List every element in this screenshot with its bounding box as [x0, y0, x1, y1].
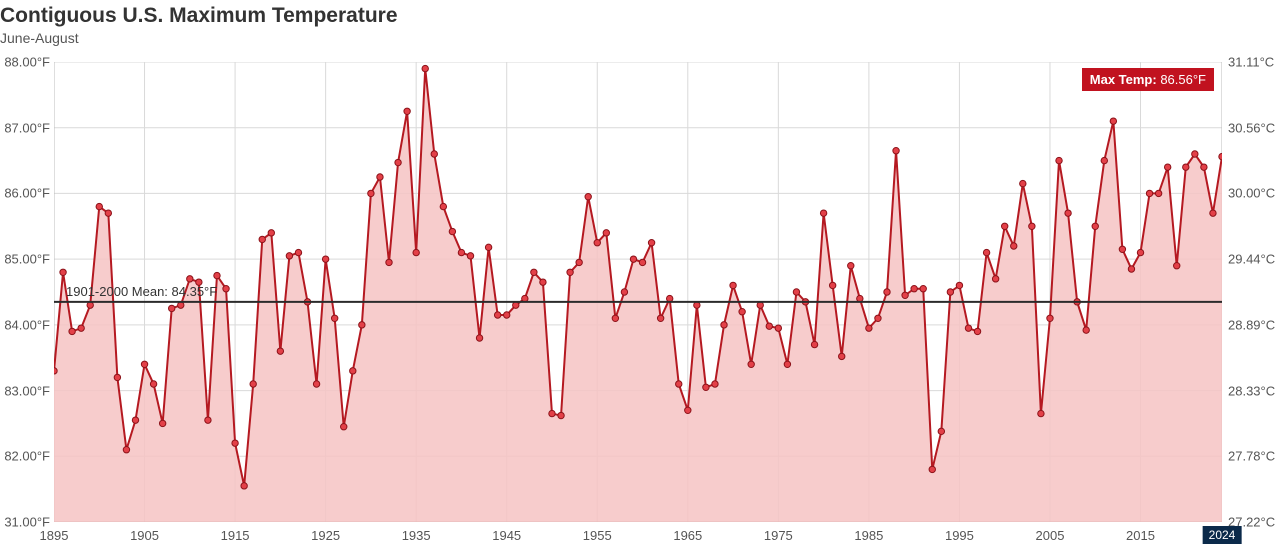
y-left-tick-label: 83.00°F — [4, 383, 50, 398]
y-right-tick-label: 27.78°C — [1228, 449, 1275, 464]
x-tick-label: 1965 — [673, 528, 702, 543]
y-left-tick-label: 82.00°F — [4, 449, 50, 464]
x-tick-label: 1985 — [854, 528, 883, 543]
chart-title: Contiguous U.S. Maximum Temperature — [0, 4, 398, 28]
chart-plot — [54, 62, 1222, 522]
y-right-tick-label: 29.44°C — [1228, 252, 1275, 267]
y-right-tick-label: 28.89°C — [1228, 317, 1275, 332]
x-tick-label: 1955 — [583, 528, 612, 543]
x-tick-label: 1905 — [130, 528, 159, 543]
x-tick-label: 1975 — [764, 528, 793, 543]
x-tick-label: 1995 — [945, 528, 974, 543]
value-callout: Max Temp: 86.56°F — [1082, 68, 1214, 91]
y-right-tick-label: 30.56°C — [1228, 120, 1275, 135]
callout-value: 86.56°F — [1160, 72, 1206, 87]
y-right-tick-label: 31.11°C — [1228, 55, 1274, 70]
x-tick-label: 1925 — [311, 528, 340, 543]
x-tick-label: 1895 — [40, 528, 69, 543]
y-left-tick-label: 88.00°F — [4, 55, 50, 70]
x-tick-label: 2005 — [1036, 528, 1065, 543]
callout-label: Max Temp: — [1090, 72, 1157, 87]
y-right-tick-label: 30.00°C — [1228, 186, 1275, 201]
x-tick-label: 1935 — [402, 528, 431, 543]
y-left-tick-label: 87.00°F — [4, 120, 50, 135]
x-tick-label: 2015 — [1126, 528, 1155, 543]
chart-container: Contiguous U.S. Maximum Temperature June… — [0, 0, 1280, 558]
x-tick-label: 1915 — [221, 528, 250, 543]
mean-line-label: 1901-2000 Mean: 84.35°F — [64, 284, 219, 299]
chart-subtitle: June-August — [0, 30, 79, 46]
x-tick-label: 1945 — [492, 528, 521, 543]
y-left-tick-label: 84.00°F — [4, 317, 50, 332]
y-right-tick-label: 28.33°C — [1228, 383, 1275, 398]
x-axis-highlight-tick: 2024 — [1203, 526, 1242, 544]
y-left-tick-label: 85.00°F — [4, 252, 50, 267]
y-left-tick-label: 86.00°F — [4, 186, 50, 201]
